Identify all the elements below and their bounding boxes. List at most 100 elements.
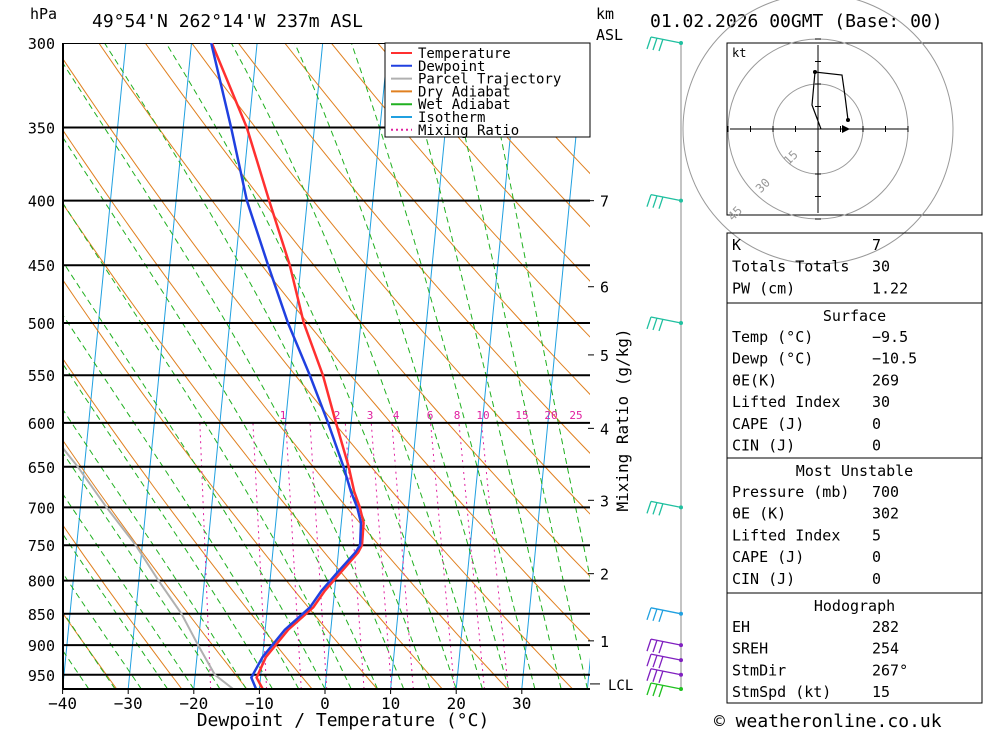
index-value: 0 [872,570,881,588]
wind-barb [646,638,682,654]
location-title: 49°54'N 262°14'W 237m ASL [92,11,363,32]
wet-adiabat-line [63,136,378,689]
isotherm-line [258,43,324,689]
index-value: 5 [872,526,881,544]
mixing-ratio-label: 8 [454,409,461,422]
index-label: PW (cm) [732,279,795,297]
wind-barb [646,500,682,516]
index-label: θE(K) [732,371,777,389]
index-label: CAPE (J) [732,415,804,433]
x-axis-label: Dewpoint / Temperature (°C) [197,710,490,731]
indices-section [726,592,983,704]
wet-adiabat-line [63,202,352,689]
legend-label: Temperature [418,46,511,62]
wind-barb [646,653,682,669]
wet-adiabat-line [63,533,169,689]
index-label: θE (K) [732,505,786,523]
x-tick-label: 10 [381,694,400,713]
section-title: Most Unstable [796,462,913,480]
legend-label: Dry Adiabat [418,84,511,100]
wet-adiabat-line [63,572,142,689]
index-label: StmDir [732,661,786,679]
mixing-ratio-labels: 1 2 3 4 6 8 10 15 20 25 [280,409,583,422]
hodograph-point [813,70,817,74]
dry-adiabat-line [284,43,590,396]
mixing-ratio-line [480,422,509,689]
height-unit-asl-label: ASL [596,26,623,44]
x-tick-label: 20 [447,694,466,713]
km-tick-label: 2 [600,566,609,584]
pressure-tick-label: 750 [28,537,55,555]
hodograph-trace [811,71,849,130]
isotherm-line [127,43,192,689]
x-tick-label: 0 [320,694,330,713]
wet-adiabat-line [230,43,483,689]
wet-adiabat-line [443,43,588,689]
dry-adiabat-line [423,43,590,228]
km-tick-label: 7 [600,193,609,211]
wet-adiabat-line [63,688,64,689]
isotherm-line [324,43,389,689]
wet-adiabat-line [165,43,457,689]
section-title: Hodograph [814,597,895,615]
isotherm-line [63,43,127,689]
dry-adiabat-line [63,279,378,689]
pressure-tick-label: 500 [28,315,55,333]
km-tick-label: 3 [600,492,609,510]
dry-adiabat-line [63,129,508,689]
dry-adiabat-line [98,43,590,642]
index-value: 269 [872,371,899,389]
mixing-ratio-label: 6 [427,409,434,422]
axes: 3003504004505005506006507007508008509009… [28,35,532,713]
wet-adiabat-line [104,43,431,689]
isotherm-line [0,43,60,689]
index-value: 267° [872,661,908,679]
copyright-text: © weatheronline.co.uk [714,711,942,732]
dry-adiabat-line [63,358,313,689]
mixing-ratio-label: 2 [334,409,341,422]
pressure-tick-label: 850 [28,606,55,624]
mixing-ratio-label: 20 [544,409,557,422]
index-label: CIN (J) [732,570,795,588]
pressure-tick-label: 400 [28,193,55,211]
wet-adiabat-line [63,650,90,689]
mixing-ratio-line [309,422,328,689]
pressure-tick-label: 700 [28,499,55,517]
x-tick-label: −40 [48,694,77,713]
index-value: 30 [872,258,890,276]
pressure-tick-label: 900 [28,637,55,655]
wet-adiabat-line [63,261,326,689]
index-value: 15 [872,683,890,701]
legend-label: Mixing Ratio [418,123,519,139]
wet-adiabat-line [400,43,562,689]
km-tick-label: 6 [600,279,609,297]
x-tick-label: −20 [179,694,208,713]
pressure-tick-label: 300 [28,35,55,53]
mixing-ratio-line [285,422,302,689]
mixing-ratio-line [199,422,212,689]
dry-adiabat-line [191,43,590,515]
wet-adiabat-line [350,43,536,689]
km-tick-label: 5 [600,347,609,365]
mixing-ratio-line [458,422,485,689]
wind-barbs [646,36,683,698]
wind-barb [646,668,682,683]
index-label: SREH [732,640,768,658]
wet-adiabat-line [63,314,300,689]
pressure-tick-label: 350 [28,119,55,137]
index-label: EH [732,618,750,636]
pressure-tick-label: 600 [28,415,55,433]
index-value: 7 [872,236,881,254]
wind-barb [646,682,682,698]
parcel-trajectory-line [63,446,234,689]
index-value: −10.5 [872,350,917,368]
index-label: StmSpd (kt) [732,683,831,701]
isotherm-line [193,43,258,689]
x-tick-label: −10 [245,694,274,713]
dry-adiabat-line [330,43,590,338]
pressure-tick-label: 550 [28,367,55,385]
index-label: Pressure (mb) [732,483,849,501]
wet-adiabat-line [63,62,405,689]
